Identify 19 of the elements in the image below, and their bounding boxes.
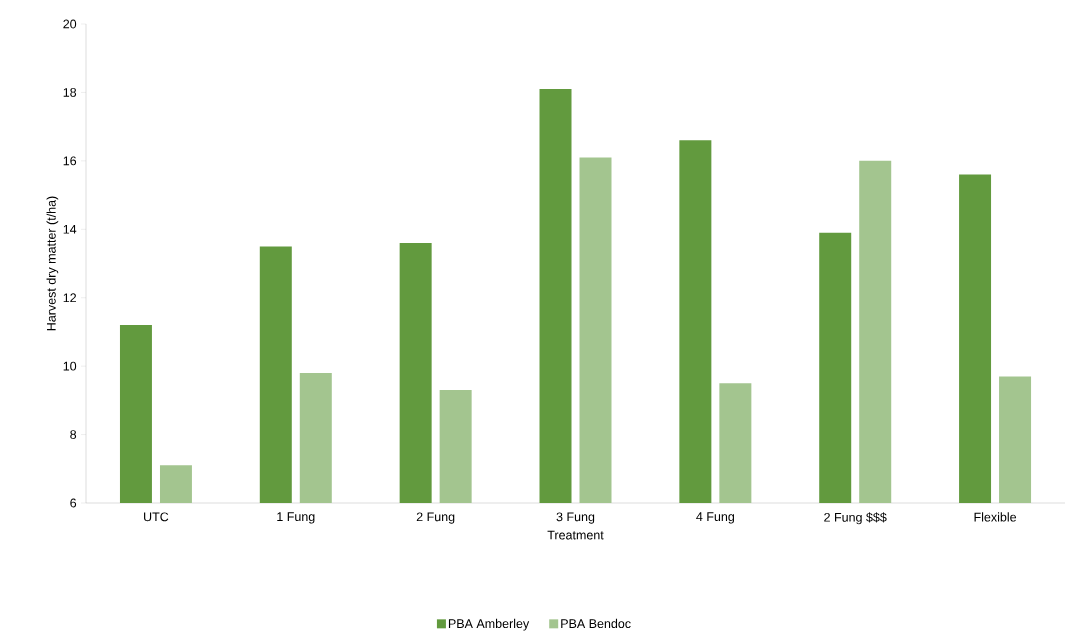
x-tick-label: 2 Fung $$$ [824, 512, 887, 525]
x-tick-label: 1 Fung [277, 512, 315, 524]
y-tick-label: 18 [63, 88, 77, 97]
y-tick-label: 12 [63, 293, 76, 303]
x-tick-label: Flexible [974, 512, 1017, 522]
y-tick-label: 8 [70, 430, 77, 439]
legend-label: PBA Amberley [448, 618, 530, 631]
y-tick-label: 20 [63, 19, 77, 29]
x-tick-label: 2 Fung [416, 512, 455, 524]
x-axis-title: Treatment [547, 530, 604, 540]
y-tick-label: 6 [70, 498, 77, 508]
x-tick-label: 3 Fung [556, 512, 595, 524]
legend-label: PBA Bendoc [561, 618, 631, 629]
x-tick-label: 4 Fung [696, 512, 734, 524]
y-axis-title: Harvest dry matter (t/ha) [46, 196, 59, 331]
y-tick-label: 14 [63, 224, 77, 234]
y-tick-label: 10 [63, 361, 77, 371]
x-tick-label: UTC [144, 512, 169, 522]
y-tick-label: 16 [63, 156, 77, 166]
